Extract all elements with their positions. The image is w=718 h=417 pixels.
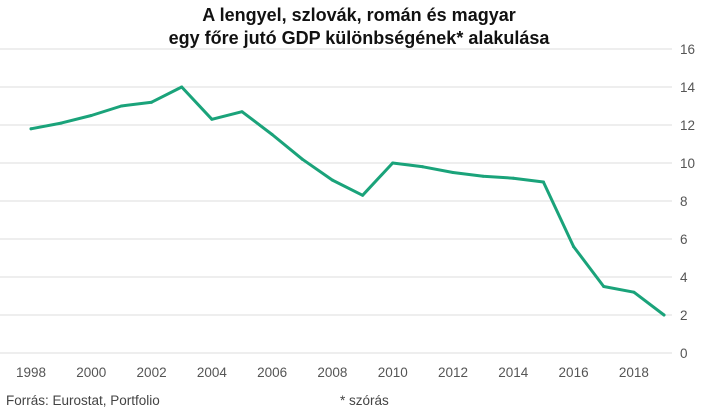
data-point-2015 <box>541 180 545 184</box>
data-point-2014 <box>511 176 515 180</box>
data-point-2001 <box>119 104 123 108</box>
data-point-2019 <box>662 313 666 317</box>
data-point-2012 <box>451 171 455 174</box>
data-point-2016 <box>572 245 576 249</box>
footnote: * szórás <box>340 393 389 408</box>
x-tick-label: 2012 <box>438 365 468 380</box>
y-tick-label: 16 <box>680 42 695 57</box>
x-tick-label: 2004 <box>197 365 228 380</box>
series-line-0 <box>29 85 666 317</box>
x-tick-label: 2006 <box>257 365 287 380</box>
y-tick-label: 4 <box>680 270 688 285</box>
x-axis-ticks: 1998 2000 2002 2004 2006 2008 2010 2012 2014 2016… <box>16 365 649 380</box>
x-tick-label: 2016 <box>559 365 589 380</box>
data-point-2009 <box>361 193 365 197</box>
x-tick-label: 1998 <box>16 365 46 380</box>
data-point-2013 <box>481 174 485 178</box>
x-tick-label: 2002 <box>137 365 167 380</box>
y-tick-label: 8 <box>680 194 688 209</box>
y-tick-label: 0 <box>680 346 688 361</box>
x-tick-label: 2010 <box>378 365 408 380</box>
data-point-2017 <box>602 285 606 288</box>
gridlines <box>0 48 672 354</box>
series-layer <box>29 85 666 317</box>
data-point-2005 <box>240 110 244 114</box>
chart-title: A lengyel, szlovák, román és magyar egy … <box>0 4 718 50</box>
x-tick-label: 2014 <box>498 365 529 380</box>
data-point-2006 <box>270 133 274 136</box>
y-tick-label: 14 <box>680 80 696 95</box>
data-point-2011 <box>421 165 425 169</box>
data-point-2002 <box>150 100 154 104</box>
data-point-1999 <box>59 121 63 125</box>
data-point-2000 <box>89 114 93 117</box>
x-tick-label: 2000 <box>76 365 106 380</box>
y-tick-label: 2 <box>680 308 688 323</box>
chart-title-line-2: egy főre jutó GDP különbségének* alakulá… <box>168 28 550 48</box>
y-tick-label: 12 <box>680 118 695 133</box>
data-point-2003 <box>180 85 184 89</box>
data-point-2010 <box>391 161 395 165</box>
y-tick-label: 10 <box>680 156 695 171</box>
data-point-2018 <box>632 290 636 294</box>
data-point-1998 <box>29 127 33 131</box>
data-point-2004 <box>210 117 214 121</box>
x-tick-label: 2008 <box>317 365 347 380</box>
data-point-2008 <box>330 178 334 182</box>
y-tick-label: 6 <box>680 232 688 247</box>
x-tick-label: 2018 <box>619 365 649 380</box>
source-note: Forrás: Eurostat, Portfolio <box>6 393 160 408</box>
chart-title-line-1: A lengyel, szlovák, román és magyar <box>202 5 516 25</box>
data-point-2007 <box>300 157 304 161</box>
y-axis-ticks: 0 2 4 6 8 10 12 14 16 <box>680 42 696 361</box>
